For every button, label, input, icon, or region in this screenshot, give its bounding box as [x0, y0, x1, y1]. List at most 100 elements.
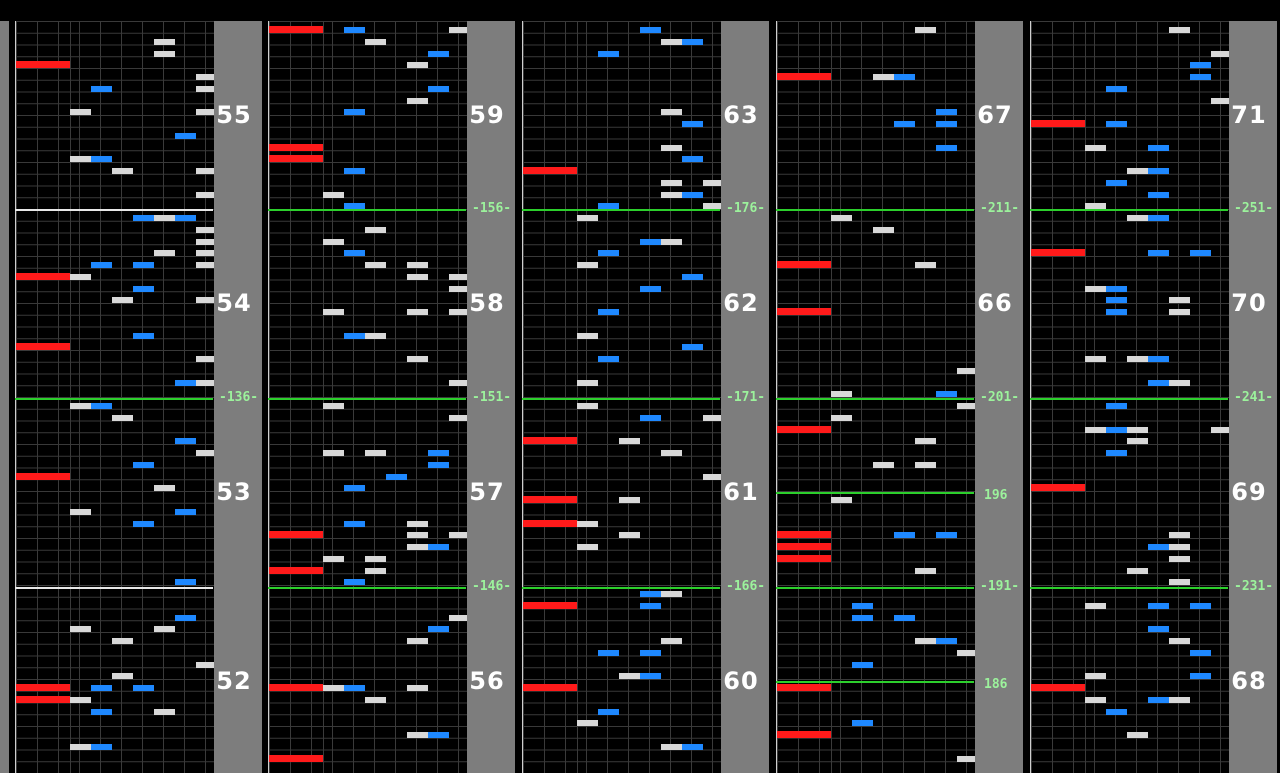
blue-key-note — [344, 520, 365, 527]
white-key-note — [196, 238, 217, 245]
blue-key-note — [428, 85, 449, 92]
blue-key-note — [640, 27, 661, 33]
blue-key-note — [1190, 649, 1211, 656]
white-key-note — [407, 732, 428, 738]
blue-key-note — [1106, 309, 1127, 315]
blue-key-note — [852, 720, 873, 727]
scratch-note — [523, 437, 577, 445]
white-key-note — [449, 414, 470, 421]
white-key-note — [619, 497, 640, 503]
blue-key-note — [175, 215, 196, 221]
blue-key-note — [91, 262, 112, 268]
blue-key-note — [598, 309, 619, 315]
white-key-note — [1169, 638, 1190, 644]
blue-key-note — [1106, 426, 1127, 433]
scratch-note — [269, 143, 323, 151]
measure-number: 52 — [216, 667, 252, 695]
blue-key-note — [1148, 215, 1169, 221]
scratch-note — [16, 684, 70, 691]
white-key-note — [196, 356, 217, 362]
blue-key-note — [1190, 602, 1211, 609]
blue-key-note — [428, 50, 449, 57]
white-key-note — [1085, 673, 1106, 680]
blue-key-note — [344, 203, 365, 210]
white-key-note — [1085, 426, 1106, 433]
white-key-note — [407, 273, 428, 280]
white-key-note — [407, 638, 428, 644]
chart-column: 59 58 57 56 -156- -151- -146- — [268, 21, 516, 773]
blue-key-note — [1148, 168, 1169, 174]
blue-key-note — [640, 673, 661, 680]
blue-key-note — [133, 461, 154, 468]
note-count-label: 196 — [982, 488, 1010, 503]
scratch-note — [16, 695, 70, 703]
scratch-note — [777, 261, 831, 268]
white-key-note — [449, 379, 470, 386]
blue-key-note — [344, 109, 365, 116]
white-key-note — [915, 567, 936, 574]
white-key-note — [619, 673, 640, 680]
white-key-note — [619, 532, 640, 539]
scratch-note — [269, 26, 323, 33]
white-key-note — [1127, 438, 1148, 445]
white-key-note — [196, 379, 217, 386]
measure-number: 55 — [216, 101, 252, 129]
white-key-note — [1127, 215, 1148, 221]
blue-key-note — [598, 708, 619, 715]
white-key-note — [70, 743, 91, 750]
white-key-note — [957, 649, 978, 656]
blue-key-note — [91, 156, 112, 163]
white-key-note — [154, 38, 175, 45]
scratch-note — [269, 754, 323, 762]
note-lanes — [522, 21, 724, 773]
blue-key-note — [894, 614, 915, 621]
scratch-note — [777, 543, 831, 550]
blue-key-note — [894, 121, 915, 127]
blue-key-note — [682, 156, 703, 163]
scratch-note — [777, 425, 831, 433]
blue-key-note — [175, 579, 196, 586]
white-key-note — [112, 638, 133, 644]
measure-line — [776, 492, 974, 494]
note-count-label: -171- — [724, 390, 768, 405]
white-key-note — [661, 191, 682, 198]
scratch-note — [777, 73, 831, 80]
measure-number: 63 — [723, 101, 759, 129]
blue-key-note — [344, 27, 365, 33]
blue-key-note — [1148, 191, 1169, 198]
note-count-label: -191- — [978, 579, 1022, 594]
scratch-note — [269, 155, 323, 163]
blue-key-note — [1190, 673, 1211, 680]
measure-number: 56 — [469, 667, 505, 695]
white-key-note — [661, 591, 682, 597]
blue-key-note — [1148, 356, 1169, 362]
blue-key-note — [936, 109, 957, 116]
scratch-note — [777, 731, 831, 738]
white-key-note — [407, 520, 428, 527]
white-key-note — [1169, 532, 1190, 539]
white-key-note — [154, 215, 175, 221]
white-key-note — [577, 262, 598, 268]
scratch-note — [1031, 120, 1085, 127]
blue-key-note — [133, 520, 154, 527]
white-key-note — [661, 179, 682, 186]
blue-key-note — [682, 121, 703, 127]
measure-line — [776, 209, 974, 211]
white-key-note — [703, 179, 724, 186]
note-count-label: 186 — [982, 677, 1010, 692]
white-key-note — [449, 285, 470, 292]
note-count-label: -241- — [1232, 390, 1276, 405]
note-lanes — [15, 21, 217, 773]
blue-key-note — [682, 273, 703, 280]
white-key-note — [449, 309, 470, 315]
white-key-note — [407, 685, 428, 691]
white-key-note — [661, 450, 682, 456]
white-key-note — [1127, 426, 1148, 433]
note-count-label: -251- — [1232, 201, 1276, 216]
white-key-note — [154, 50, 175, 57]
blue-key-note — [1106, 121, 1127, 127]
white-key-note — [70, 403, 91, 409]
white-key-note — [915, 638, 936, 644]
white-key-note — [196, 297, 217, 304]
white-key-note — [407, 97, 428, 104]
